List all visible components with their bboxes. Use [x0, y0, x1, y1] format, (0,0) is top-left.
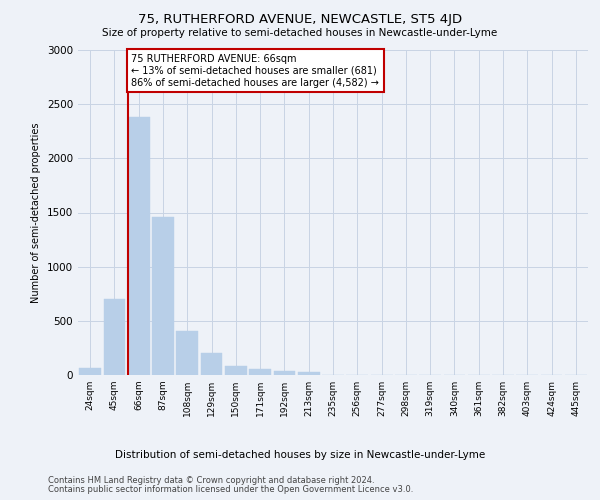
Text: Contains public sector information licensed under the Open Government Licence v3: Contains public sector information licen…: [48, 485, 413, 494]
Bar: [128, 117, 149, 375]
Bar: [200, 354, 223, 375]
Text: 75 RUTHERFORD AVENUE: 66sqm
← 13% of semi-detached houses are smaller (681)
86% : 75 RUTHERFORD AVENUE: 66sqm ← 13% of sem…: [131, 54, 379, 88]
Bar: [225, 366, 247, 375]
Bar: [79, 368, 101, 375]
Bar: [298, 372, 320, 375]
Bar: [152, 217, 174, 375]
Bar: [249, 369, 271, 375]
Text: 75, RUTHERFORD AVENUE, NEWCASTLE, ST5 4JD: 75, RUTHERFORD AVENUE, NEWCASTLE, ST5 4J…: [138, 12, 462, 26]
Text: Contains HM Land Registry data © Crown copyright and database right 2024.: Contains HM Land Registry data © Crown c…: [48, 476, 374, 485]
Bar: [274, 370, 295, 375]
Bar: [176, 330, 198, 375]
Text: Distribution of semi-detached houses by size in Newcastle-under-Lyme: Distribution of semi-detached houses by …: [115, 450, 485, 460]
Bar: [104, 299, 125, 375]
Text: Size of property relative to semi-detached houses in Newcastle-under-Lyme: Size of property relative to semi-detach…: [103, 28, 497, 38]
Y-axis label: Number of semi-detached properties: Number of semi-detached properties: [31, 122, 41, 302]
